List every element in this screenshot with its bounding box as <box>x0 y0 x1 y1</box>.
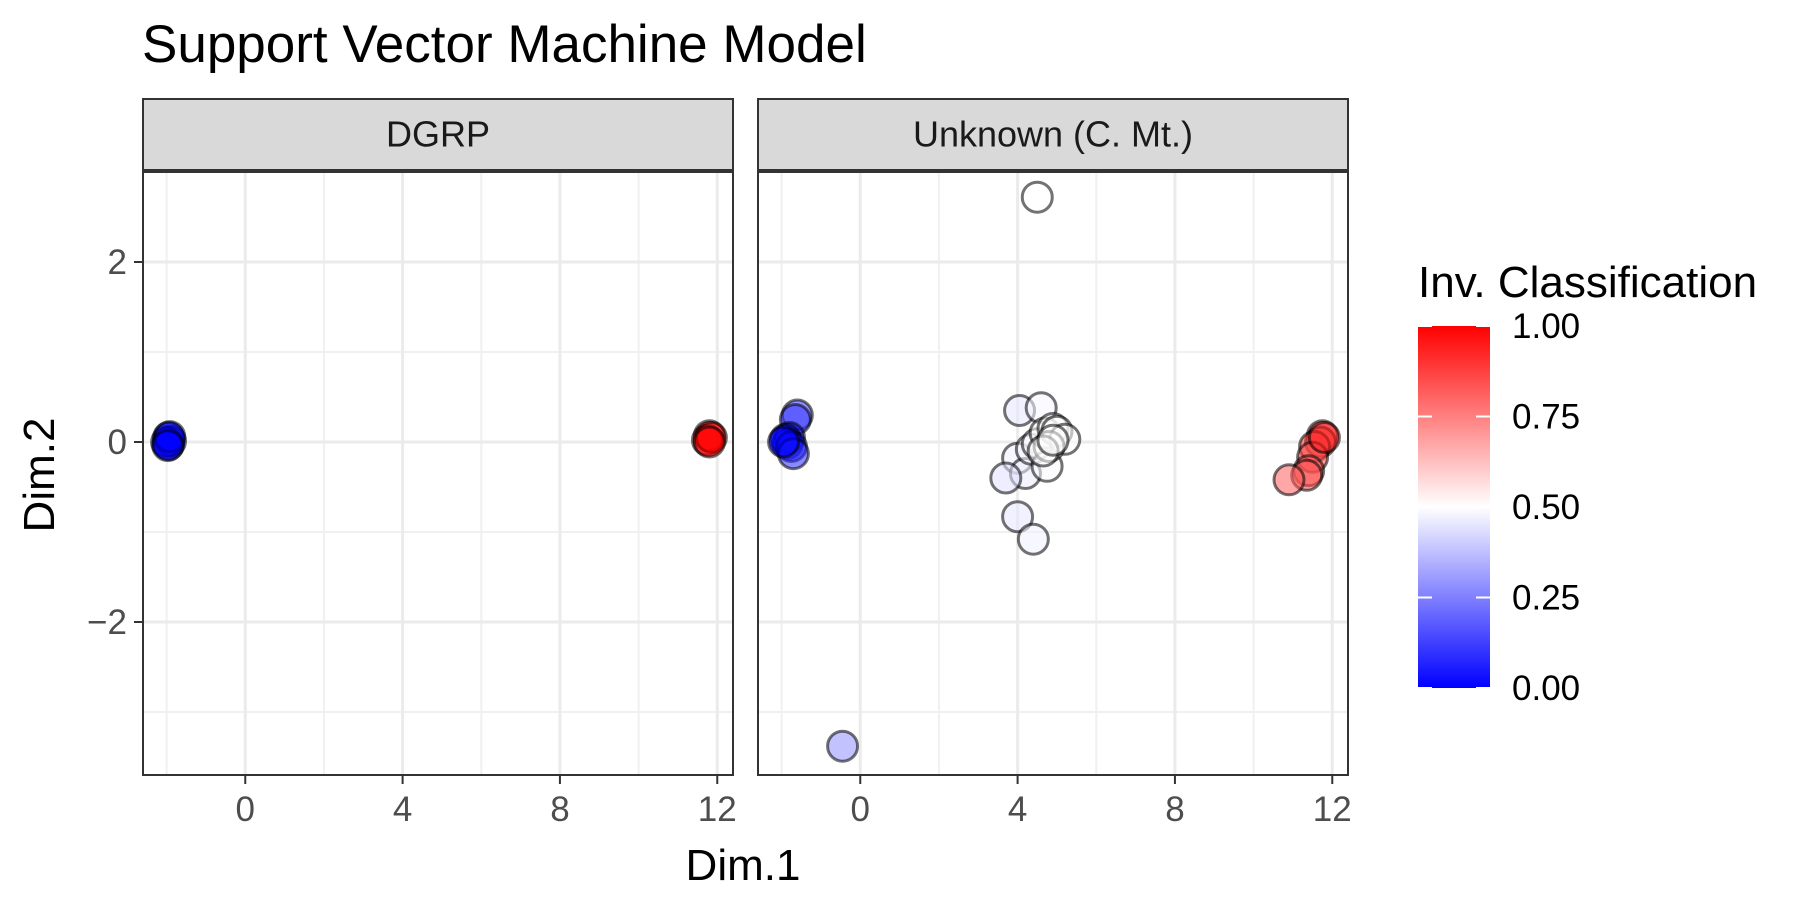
data-point <box>1307 421 1341 454</box>
x-tick-label: 4 <box>1008 790 1027 829</box>
legend-title: Inv. Classification <box>1418 258 1757 307</box>
colorbar-ticks: 0.00 0.25 0.50 0.75 1.00 <box>1418 307 1580 708</box>
data-point <box>1016 522 1050 556</box>
colorbar-label: 0.50 <box>1512 488 1580 527</box>
colorbar-label: 1.00 <box>1512 307 1580 346</box>
data-point <box>826 729 860 763</box>
panel-border <box>142 171 734 776</box>
chart-title: Support Vector Machine Model <box>142 15 867 74</box>
data-point <box>1001 500 1035 534</box>
x-tick-label: 12 <box>1313 790 1352 829</box>
y-axis: −2 0 2 <box>87 243 143 642</box>
colorbar-label: 0.25 <box>1512 579 1580 618</box>
data-point <box>151 429 185 463</box>
data-point <box>1036 423 1070 457</box>
x-tick-label: 0 <box>851 790 870 829</box>
y-axis-title: Dim.2 <box>15 418 64 533</box>
y-tick-label: 0 <box>108 423 127 462</box>
data-point <box>1272 463 1306 497</box>
facet-strip-label: DGRP <box>386 114 490 155</box>
data-point <box>989 461 1023 495</box>
y-tick-label: −2 <box>87 603 127 642</box>
x-axis-title: Dim.1 <box>686 841 801 890</box>
plot-background <box>143 172 733 775</box>
facet-strip <box>757 98 1349 171</box>
colorbar-label: 0.75 <box>1512 398 1580 437</box>
x-tick-label: 8 <box>550 790 569 829</box>
facet-strip <box>142 98 734 171</box>
data-point <box>692 425 726 459</box>
panel-border <box>757 171 1349 776</box>
y-tick-label: 2 <box>108 243 127 282</box>
data-point <box>1020 180 1054 214</box>
x-tick-label: 4 <box>393 790 412 829</box>
legend: Inv. Classification 0.00 0.25 0.50 0.75 1.00 <box>1418 258 1757 708</box>
x-tick-label: 0 <box>236 790 255 829</box>
colorbar-label: 0.00 <box>1512 669 1580 708</box>
facet-strip-label: Unknown (C. Mt.) <box>913 114 1193 155</box>
x-tick-label: 8 <box>1165 790 1184 829</box>
facet-panel: Unknown (C. Mt.) 0 4 8 12 <box>757 98 1352 829</box>
data-point <box>767 425 801 459</box>
x-tick-label: 12 <box>698 790 737 829</box>
facet-panel: DGRP 0 4 8 12 <box>142 98 737 829</box>
facet-panels: DGRP 0 4 8 12 Unknown (C. Mt.) 0 4 8 12 <box>142 98 1352 829</box>
